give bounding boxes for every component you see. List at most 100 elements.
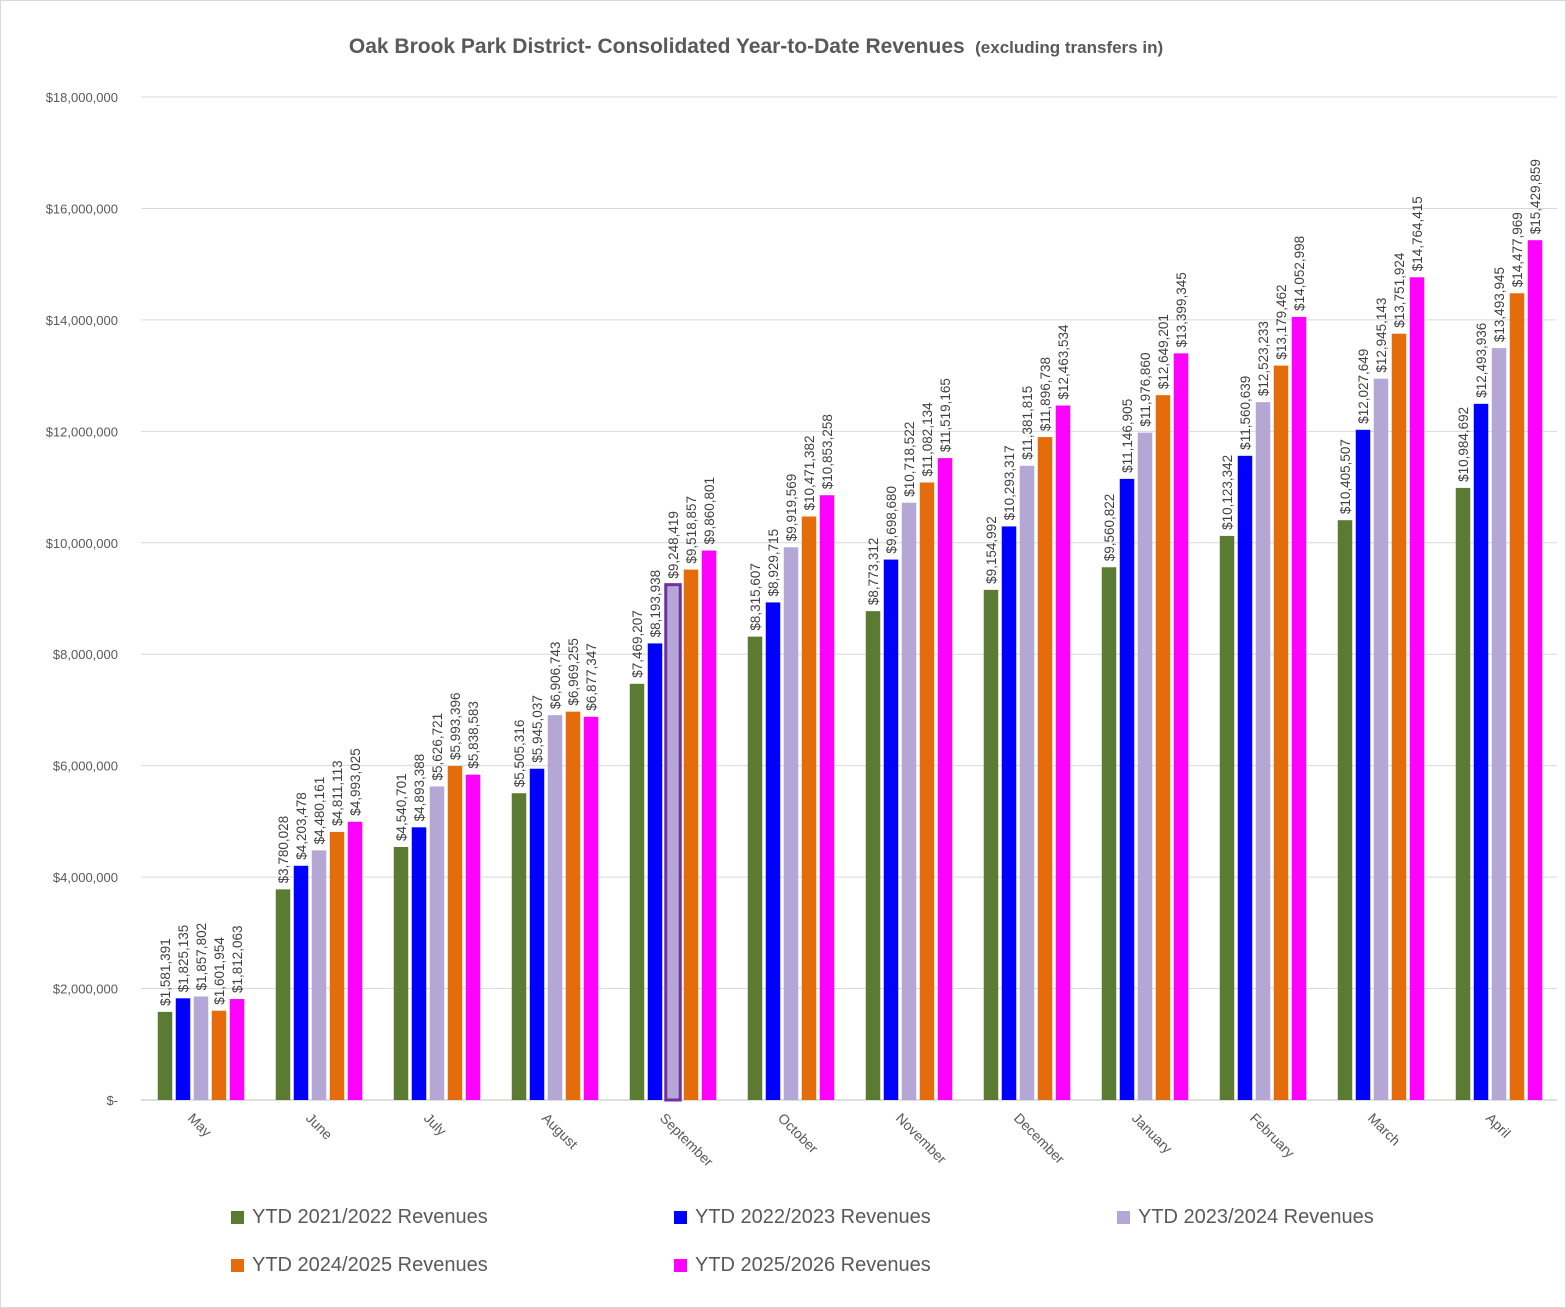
data-label: $14,052,998 <box>1292 236 1307 311</box>
legend-item: YTD 2021/2022 Revenues <box>231 1206 488 1229</box>
bar <box>865 611 881 1100</box>
data-label: $6,877,347 <box>584 643 599 711</box>
bar <box>229 999 245 1100</box>
data-label: $4,811,113 <box>330 760 345 826</box>
data-label: $4,203,478 <box>294 792 309 860</box>
x-tick-label: January <box>1129 1110 1176 1157</box>
data-label: $10,293,317 <box>1002 445 1017 520</box>
data-label: $8,315,607 <box>748 563 763 631</box>
legend-swatch <box>231 1211 244 1224</box>
data-label: $12,493,936 <box>1474 323 1489 398</box>
chart-title: Oak Brook Park District- Consolidated Ye… <box>349 35 1163 58</box>
bar <box>1019 465 1035 1100</box>
data-label: $10,471,382 <box>802 435 817 510</box>
x-tick-label: October <box>775 1110 822 1157</box>
data-label: $4,540,701 <box>394 773 409 841</box>
bar <box>157 1011 173 1100</box>
data-label: $9,698,680 <box>884 486 899 554</box>
data-label: $4,480,161 <box>312 777 327 845</box>
data-label: $12,649,201 <box>1156 314 1171 389</box>
bar <box>193 996 209 1100</box>
data-label: $11,976,860 <box>1138 353 1153 427</box>
bar <box>765 602 781 1100</box>
bar <box>329 831 345 1100</box>
y-tick-label: $14,000,000 <box>46 313 118 328</box>
bar <box>347 821 363 1100</box>
bar <box>683 569 699 1100</box>
bar <box>447 766 463 1100</box>
bar <box>1509 293 1525 1101</box>
legend-label: YTD 2024/2025 Revenues <box>252 1254 488 1276</box>
data-label: $12,523,233 <box>1256 321 1271 396</box>
data-label: $8,773,312 <box>866 538 881 606</box>
data-label: $11,146,905 <box>1120 399 1135 473</box>
bar <box>801 516 817 1100</box>
y-tick-label: $16,000,000 <box>46 201 118 216</box>
bar <box>919 482 935 1100</box>
legend-swatch <box>674 1259 687 1272</box>
legend-item: YTD 2022/2023 Revenues <box>674 1206 931 1229</box>
bar <box>747 636 763 1100</box>
bar <box>819 495 835 1100</box>
bar <box>783 547 799 1100</box>
legend-label: YTD 2022/2023 Revenues <box>695 1206 931 1228</box>
x-axis-ticks: May June July August September October Novembe… <box>185 1110 1514 1170</box>
data-labels: $1,581,391 $1,825,135 $1,857,802 $1,601,954… <box>158 159 1543 1006</box>
x-tick-label: June <box>303 1110 336 1143</box>
bar <box>211 1010 227 1100</box>
legend-label: YTD 2025/2026 Revenues <box>695 1254 931 1276</box>
bar <box>1355 429 1371 1100</box>
legend-swatch <box>231 1259 244 1272</box>
bar <box>647 643 663 1100</box>
data-label: $13,179,462 <box>1274 285 1289 360</box>
data-label: $15,429,859 <box>1528 159 1543 234</box>
data-label: $5,505,316 <box>512 720 527 788</box>
data-label: $10,405,507 <box>1338 439 1353 514</box>
bar <box>1055 405 1071 1101</box>
x-tick-label: December <box>1011 1110 1068 1167</box>
legend-item: YTD 2025/2026 Revenues <box>674 1254 931 1277</box>
data-label: $5,945,037 <box>530 695 545 763</box>
x-tick-label: May <box>185 1110 215 1140</box>
bar <box>1373 378 1389 1101</box>
legend-swatch <box>1117 1211 1130 1224</box>
bar <box>937 458 953 1100</box>
bar <box>629 683 645 1100</box>
data-label: $3,780,028 <box>276 816 291 884</box>
gridlines <box>141 96 1557 1101</box>
bar <box>293 865 309 1100</box>
data-label: $10,984,692 <box>1456 407 1471 482</box>
bar <box>311 850 327 1100</box>
data-label: $1,825,135 <box>176 925 191 993</box>
data-label: $9,560,822 <box>1102 494 1117 562</box>
bar <box>664 583 682 1102</box>
bar <box>883 559 899 1100</box>
legend-item: YTD 2024/2025 Revenues <box>231 1254 488 1277</box>
data-label: $5,838,583 <box>466 701 481 769</box>
bar <box>983 589 999 1100</box>
data-label: $10,123,342 <box>1220 455 1235 530</box>
data-label: $8,929,715 <box>766 529 781 597</box>
bar <box>1409 277 1425 1101</box>
x-tick-label: July <box>421 1110 450 1139</box>
data-label: $11,560,639 <box>1238 376 1253 450</box>
bar <box>1273 365 1289 1100</box>
legend-item: YTD 2023/2024 Revenues <box>1117 1206 1374 1229</box>
bar <box>275 889 291 1100</box>
data-label: $12,945,143 <box>1374 298 1389 373</box>
data-label: $6,906,743 <box>548 642 563 710</box>
data-label: $13,751,924 <box>1392 252 1407 328</box>
bar <box>1001 526 1017 1100</box>
bar <box>1173 353 1189 1100</box>
bar <box>1491 348 1507 1100</box>
legend-label: YTD 2021/2022 Revenues <box>252 1206 488 1228</box>
bar <box>1291 316 1307 1100</box>
data-label: $13,399,345 <box>1174 272 1189 347</box>
bar <box>1037 437 1053 1101</box>
x-tick-label: February <box>1247 1110 1298 1161</box>
data-label: $13,493,945 <box>1492 267 1507 342</box>
bar <box>901 502 917 1101</box>
data-label: $5,626,721 <box>430 713 445 781</box>
